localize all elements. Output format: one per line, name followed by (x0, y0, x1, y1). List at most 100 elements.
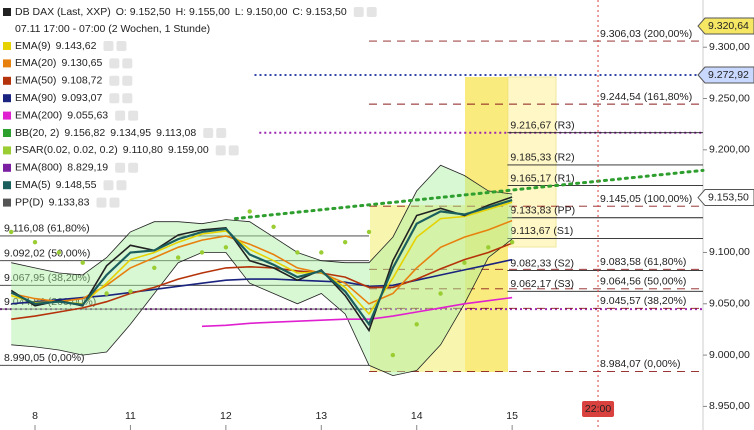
y-tick-label: 8.950,00 (709, 400, 750, 412)
psar-dot (32, 239, 38, 245)
legend-button[interactable] (366, 7, 377, 17)
psar-dot (319, 250, 324, 255)
legend-label: EMA(90) (15, 92, 56, 104)
psar-dot (366, 229, 372, 235)
y-tick-label: 9.050,00 (709, 298, 750, 310)
legend-button[interactable] (115, 110, 126, 121)
psar-dot (295, 250, 300, 255)
level-label: 9.244,54 (161,80%) (600, 91, 692, 103)
level-label: 9.064,56 (50,00%) (600, 276, 686, 288)
legend-label: DB DAX (Last, XXP) (15, 6, 111, 18)
level-label: 9.145,05 (100,00%) (600, 193, 692, 205)
level-label: 9.092,02 (50,00%) (4, 247, 90, 259)
series-line (11, 219, 513, 305)
legend-button[interactable] (203, 128, 214, 138)
trend-line (233, 168, 705, 221)
legend-value: O: 9.152,50 (116, 6, 171, 18)
legend-value: 9.133,83 (49, 196, 90, 208)
legend-button[interactable] (103, 41, 114, 51)
series-line (201, 296, 513, 328)
psar-dot (438, 291, 443, 296)
legend-value: 9.156,82 (64, 127, 105, 139)
legend-value: 9.143,62 (56, 40, 97, 52)
legend-value: 9.113,08 (156, 127, 196, 139)
legend-button[interactable] (128, 162, 139, 173)
band-upper (11, 164, 513, 276)
legend-button[interactable] (116, 180, 127, 191)
legend-value: 9.093,07 (61, 92, 102, 104)
legend-swatch (3, 163, 11, 172)
psar-dot (152, 265, 157, 271)
legend-label: EMA(50) (15, 75, 56, 87)
legend-button[interactable] (122, 93, 133, 104)
legend-value: C: 9.153,50 (292, 6, 346, 18)
x-tick-label: 12 (220, 410, 232, 422)
legend-swatch (3, 76, 11, 85)
price-marker (697, 189, 754, 207)
price-marker-label: 9.153,50 (708, 191, 749, 203)
level-label: 9.083,58 (61,80%) (600, 256, 686, 268)
legend-value: H: 9.155,00 (176, 6, 230, 18)
legend-button[interactable] (128, 110, 139, 121)
legend-label: PSAR(0.02, 0.02, 0.2) (15, 144, 118, 156)
x-tick-label: 13 (315, 410, 327, 422)
legend-button[interactable] (116, 41, 127, 51)
legend-label: BB(20, 2) (15, 127, 59, 139)
psar-dot (342, 239, 348, 245)
legend-swatch (3, 129, 11, 137)
legend-value: 9.108,72 (61, 75, 102, 87)
cursor-label: 22:00 (585, 403, 611, 415)
legend-value: 9.130,65 (61, 57, 102, 69)
series-line (11, 242, 513, 320)
cursor-box (582, 401, 615, 417)
legend-button[interactable] (353, 7, 364, 17)
psar-dot (486, 245, 491, 250)
level-label: 8.984,07 (0,00%) (600, 358, 681, 370)
band-lower (11, 238, 513, 377)
level-label: 9.165,17 (R1) (510, 172, 574, 184)
level-label: 8.990,05 (0,00%) (4, 352, 85, 364)
price-marker-label: 9.272,92 (708, 69, 749, 81)
legend-label: EMA(20) (15, 57, 56, 69)
legend-button[interactable] (122, 75, 133, 86)
legend-label: EMA(200) (15, 109, 62, 121)
psar-dot (509, 239, 515, 245)
psar-dot (128, 289, 133, 294)
y-tick-label: 9.100,00 (709, 246, 750, 258)
legend-label: EMA(9) (15, 40, 51, 52)
psar-dot (80, 260, 85, 265)
legend-value: L: 9.150,00 (235, 6, 288, 18)
level-label: 9.045,57 (38,20%) (600, 295, 686, 307)
x-tick-label: 14 (411, 410, 423, 422)
legend-button[interactable] (109, 75, 120, 86)
y-tick-label: 9.250,00 (709, 92, 750, 104)
level-label: 9.082,33 (S2) (510, 257, 574, 269)
psar-dot (175, 255, 181, 260)
legend-value: 9.148,55 (56, 179, 97, 191)
level-label: 9.185,33 (R2) (510, 152, 574, 164)
legend-button[interactable] (122, 58, 133, 69)
legend-label: EMA(800) (15, 162, 62, 174)
legend-button[interactable] (109, 58, 120, 69)
legend-swatch (3, 198, 11, 207)
legend-button[interactable] (96, 197, 107, 208)
y-tick-label: 9.000,00 (709, 349, 750, 361)
y-tick-label: 9.200,00 (709, 144, 750, 156)
legend-button[interactable] (228, 145, 239, 156)
psar-dot (199, 250, 205, 255)
psar-dot (223, 245, 229, 250)
price-marker (697, 66, 754, 84)
legend-value: 9.055,63 (67, 109, 108, 121)
legend-button[interactable] (115, 162, 126, 173)
legend-button[interactable] (109, 197, 120, 208)
legend-button[interactable] (109, 93, 120, 104)
legend-button[interactable] (215, 145, 226, 156)
level-label: 9.306,03 (200,00%) (600, 28, 692, 40)
psar-dot (390, 352, 396, 358)
level-label: 9.062,17 (S3) (510, 278, 574, 290)
legend-button[interactable] (103, 180, 114, 191)
fib-zone (507, 76, 557, 248)
legend-button[interactable] (216, 128, 227, 138)
